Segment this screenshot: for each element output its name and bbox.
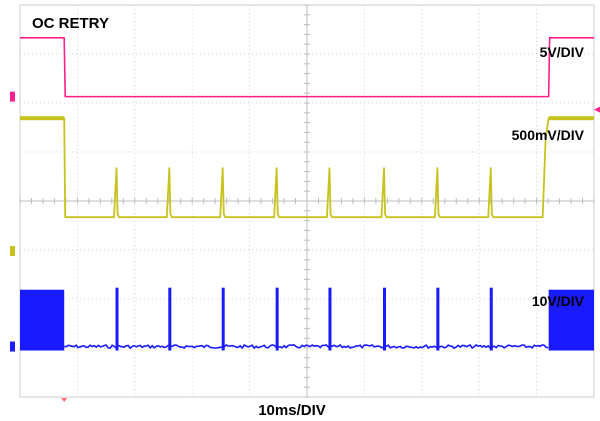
trigger-level-marker [594,106,600,113]
trace-pulse-C3 [489,287,493,351]
chart-title: OC RETRY [32,15,109,32]
trace-pulse-C3 [115,287,119,351]
x-axis-label: 10ms/DIV [258,402,326,419]
trigger-position-marker [61,398,68,402]
channel-ground-marker-C2 [10,91,15,102]
trace-pulse-C3 [168,287,172,351]
channel-scale-label: 500mV/DIV [512,127,585,143]
trace-pulse-C3 [382,287,386,351]
channel-markers [10,91,600,402]
trace-line-C1 [20,117,594,219]
trace-block-C3 [20,289,65,351]
trace-pulse-C3 [221,287,225,351]
trace-line-C3 [63,343,549,350]
trace-pulse-C3 [436,287,440,351]
channel-scale-label: 10V/DIV [532,293,585,309]
trace-block-C3 [548,289,594,351]
channel-scale-label: 5V/DIV [540,44,585,60]
channel-ground-marker-C1 [10,245,15,256]
trace-pulse-C3 [275,287,279,351]
traces [20,37,594,351]
channel-ground-marker-C3 [10,341,15,352]
trace-block-C1 [548,116,594,121]
trace-pulse-C3 [328,287,332,351]
trace-line-C2 [20,37,594,98]
trace-block-C1 [20,116,65,121]
